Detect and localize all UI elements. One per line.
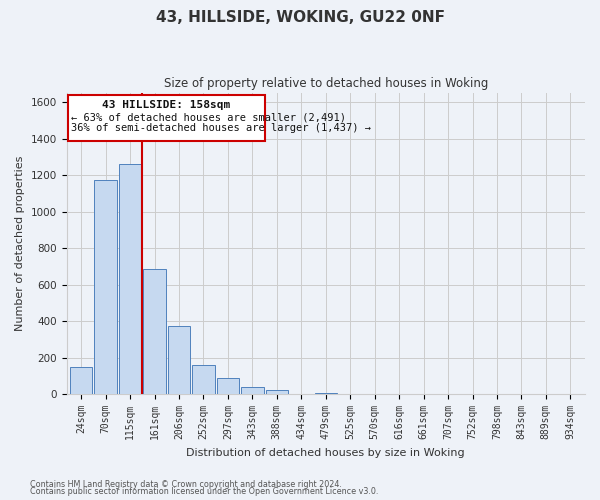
Bar — [94, 180, 117, 394]
Bar — [143, 269, 166, 394]
Y-axis label: Number of detached properties: Number of detached properties — [15, 156, 25, 332]
Text: 36% of semi-detached houses are larger (1,437) →: 36% of semi-detached houses are larger (… — [71, 123, 371, 133]
Bar — [266, 390, 288, 394]
Bar — [241, 388, 263, 394]
Title: Size of property relative to detached houses in Woking: Size of property relative to detached ho… — [164, 78, 488, 90]
FancyBboxPatch shape — [68, 95, 265, 142]
Text: 43, HILLSIDE, WOKING, GU22 0NF: 43, HILLSIDE, WOKING, GU22 0NF — [155, 10, 445, 25]
Text: 43 HILLSIDE: 158sqm: 43 HILLSIDE: 158sqm — [102, 100, 230, 110]
Text: Contains HM Land Registry data © Crown copyright and database right 2024.: Contains HM Land Registry data © Crown c… — [30, 480, 342, 489]
Text: ← 63% of detached houses are smaller (2,491): ← 63% of detached houses are smaller (2,… — [71, 112, 346, 122]
Bar — [192, 365, 215, 394]
Text: Contains public sector information licensed under the Open Government Licence v3: Contains public sector information licen… — [30, 487, 379, 496]
Bar — [119, 164, 142, 394]
Bar — [70, 367, 92, 394]
Bar — [217, 378, 239, 394]
X-axis label: Distribution of detached houses by size in Woking: Distribution of detached houses by size … — [187, 448, 465, 458]
Bar — [168, 326, 190, 394]
